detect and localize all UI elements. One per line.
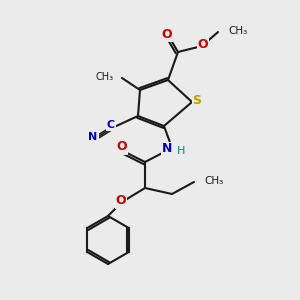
- Text: O: O: [116, 194, 126, 208]
- Text: CH₃: CH₃: [96, 72, 114, 82]
- Text: N: N: [162, 142, 172, 155]
- Text: S: S: [193, 94, 202, 107]
- Text: CH₃: CH₃: [204, 176, 223, 186]
- Text: O: O: [162, 28, 172, 40]
- Text: O: O: [117, 140, 127, 154]
- Text: O: O: [198, 38, 208, 52]
- Text: C: C: [107, 120, 115, 130]
- Text: CH₃: CH₃: [228, 26, 247, 36]
- Text: N: N: [88, 132, 98, 142]
- Text: H: H: [177, 146, 185, 156]
